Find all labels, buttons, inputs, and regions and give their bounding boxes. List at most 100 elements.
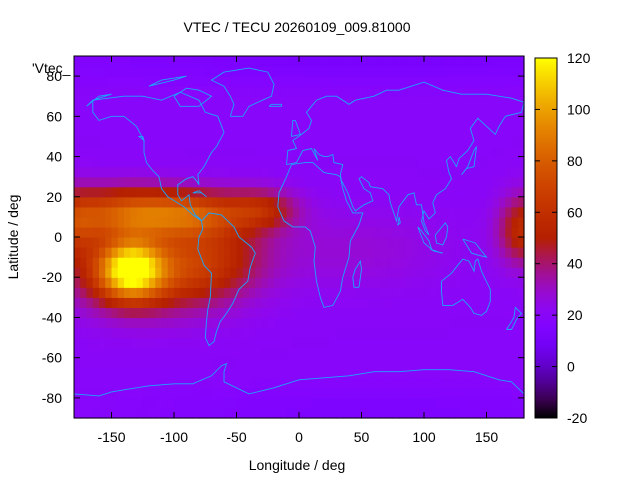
- heatmap-cell: [436, 327, 444, 339]
- heatmap-cell: [492, 337, 500, 349]
- heatmap-cell: [142, 176, 150, 188]
- heatmap-cell: [167, 357, 175, 369]
- heatmap-cell: [74, 297, 81, 308]
- heatmap-cell: [249, 186, 256, 198]
- heatmap-cell: [286, 307, 294, 319]
- heatmap-cell: [367, 186, 375, 198]
- heatmap-cell: [505, 176, 513, 188]
- heatmap-cell: [255, 387, 263, 399]
- heatmap-cell: [105, 226, 113, 238]
- coastline-path: [397, 216, 401, 226]
- heatmap-cell: [292, 297, 300, 308]
- heatmap-cell: [211, 226, 219, 238]
- heatmap-cell: [417, 337, 425, 349]
- heatmap-cell: [136, 297, 144, 308]
- heatmap-cell: [111, 397, 119, 409]
- heatmap-cell: [261, 357, 269, 369]
- heatmap-cell: [511, 367, 519, 379]
- heatmap-cell: [136, 96, 144, 107]
- heatmap-cell: [417, 196, 425, 208]
- heatmap-cell: [349, 136, 356, 148]
- heatmap-cell: [424, 216, 431, 228]
- heatmap-cell: [336, 86, 344, 97]
- heatmap-cell: [236, 76, 244, 87]
- heatmap-cell: [180, 327, 188, 339]
- heatmap-cell: [217, 297, 225, 308]
- heatmap-cell: [411, 136, 419, 148]
- heatmap-cell: [411, 156, 419, 168]
- heatmap-cell: [92, 196, 100, 208]
- heatmap-cell: [242, 317, 250, 329]
- heatmap-cell: [442, 387, 450, 399]
- heatmap-cell: [361, 317, 369, 329]
- y-tick-label: 60: [46, 108, 62, 124]
- heatmap-cell: [267, 186, 275, 198]
- heatmap-cell: [436, 237, 444, 248]
- heatmap-cell: [480, 76, 488, 87]
- heatmap-cell: [230, 307, 238, 319]
- heatmap-cell: [155, 166, 163, 178]
- heatmap-cell: [211, 216, 219, 228]
- heatmap-cell: [205, 327, 213, 339]
- heatmap-cell: [117, 186, 125, 198]
- heatmap-cell: [274, 257, 281, 268]
- heatmap-cell: [142, 347, 150, 359]
- heatmap-cell: [424, 257, 431, 268]
- heatmap-cell: [167, 237, 175, 248]
- heatmap-cell: [261, 166, 269, 178]
- heatmap-cell: [417, 287, 425, 298]
- heatmap-cell: [142, 146, 150, 158]
- heatmap-cell: [442, 86, 450, 97]
- heatmap-cell: [217, 367, 225, 379]
- heatmap-cell: [155, 407, 163, 419]
- heatmap-cell: [474, 126, 481, 138]
- heatmap-cell: [355, 277, 363, 288]
- heatmap-cell: [180, 367, 188, 379]
- heatmap-cell: [105, 327, 113, 339]
- heatmap-cell: [186, 317, 194, 329]
- heatmap-cell: [217, 387, 225, 399]
- heatmap-cell: [317, 116, 325, 127]
- heatmap-cell: [336, 186, 344, 198]
- heatmap-cell: [80, 337, 88, 349]
- heatmap-cell: [330, 337, 338, 349]
- heatmap-cell: [261, 76, 269, 87]
- heatmap-cell: [361, 287, 369, 298]
- heatmap-cell: [274, 377, 281, 389]
- heatmap-cell: [305, 347, 313, 359]
- heatmap-cell: [361, 226, 369, 238]
- heatmap-cell: [236, 96, 244, 107]
- heatmap-cell: [80, 106, 88, 117]
- heatmap-cell: [411, 76, 419, 87]
- heatmap-cell: [274, 126, 281, 138]
- heatmap-cell: [342, 66, 350, 77]
- heatmap-cell: [174, 206, 181, 218]
- heatmap-cell: [374, 247, 381, 258]
- heatmap-cell: [305, 56, 313, 67]
- heatmap-cell: [280, 66, 288, 77]
- heatmap-cell: [192, 357, 200, 369]
- heatmap-cell: [242, 186, 250, 198]
- heatmap-cell: [224, 196, 231, 208]
- heatmap-cell: [111, 126, 119, 138]
- heatmap-cell: [92, 106, 100, 117]
- heatmap-cell: [205, 337, 213, 349]
- heatmap-cell: [380, 206, 388, 218]
- heatmap-cell: [305, 76, 313, 87]
- heatmap-cell: [336, 367, 344, 379]
- heatmap-cell: [136, 357, 144, 369]
- heatmap-cell: [105, 247, 113, 258]
- heatmap-cell: [330, 307, 338, 319]
- heatmap-cell: [311, 397, 319, 409]
- heatmap-cell: [267, 357, 275, 369]
- heatmap-cell: [299, 317, 306, 329]
- heatmap-cell: [517, 377, 525, 389]
- heatmap-cell: [386, 216, 394, 228]
- heatmap-cell: [280, 287, 288, 298]
- heatmap-cell: [511, 247, 519, 258]
- heatmap-cell: [180, 76, 188, 87]
- heatmap-cell: [499, 66, 506, 77]
- heatmap-cell: [399, 327, 406, 339]
- heatmap-cell: [305, 106, 313, 117]
- heatmap-cell: [230, 257, 238, 268]
